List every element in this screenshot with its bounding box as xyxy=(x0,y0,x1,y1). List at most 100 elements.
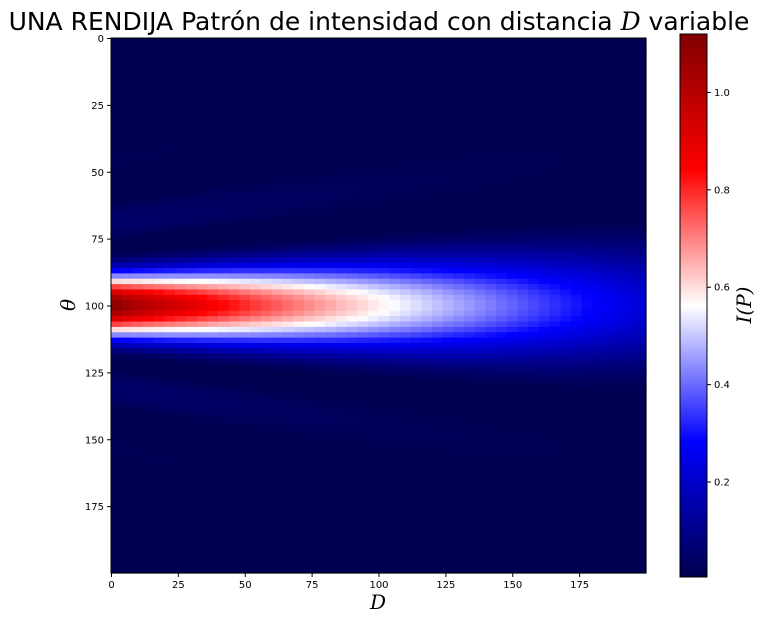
heatmap-cell xyxy=(346,86,358,93)
heatmap-cell xyxy=(399,235,412,242)
heatmap-cell xyxy=(143,562,155,569)
heatmap-cell xyxy=(528,294,540,301)
heatmap-cell xyxy=(485,187,497,194)
heatmap-cell xyxy=(528,43,540,50)
heatmap-cell xyxy=(485,348,497,355)
heatmap-cell xyxy=(517,391,529,398)
heatmap-cell xyxy=(292,86,305,93)
heatmap-cell xyxy=(389,364,401,371)
heatmap-cell xyxy=(421,348,433,355)
heatmap-cell xyxy=(164,326,176,333)
heatmap-cell xyxy=(464,268,476,274)
heatmap-cell xyxy=(250,498,262,505)
heatmap-cell xyxy=(325,353,337,360)
heatmap-cell xyxy=(325,428,337,435)
heatmap-cell xyxy=(271,375,283,381)
heatmap-cell xyxy=(378,161,390,167)
heatmap-cell xyxy=(421,102,433,109)
heatmap-cell xyxy=(185,145,198,151)
heatmap-cell xyxy=(410,540,422,547)
heatmap-cell xyxy=(111,567,123,574)
heatmap-cell xyxy=(571,342,583,349)
heatmap-cell xyxy=(228,423,240,430)
heatmap-cell xyxy=(271,492,283,499)
heatmap-cell xyxy=(603,364,615,371)
heatmap-cell xyxy=(624,91,636,98)
heatmap-cell xyxy=(196,567,208,574)
heatmap-cell xyxy=(185,487,198,494)
heatmap-cell xyxy=(335,316,347,323)
heatmap-cell xyxy=(389,38,401,44)
heatmap-cell xyxy=(271,466,283,472)
heatmap-cell xyxy=(496,86,508,93)
heatmap-cell xyxy=(153,305,166,312)
heatmap-cell xyxy=(421,433,433,440)
heatmap-cell xyxy=(635,96,647,103)
heatmap-cell xyxy=(121,433,133,440)
heatmap-cell xyxy=(196,342,208,349)
heatmap-cell xyxy=(175,482,187,488)
heatmap-cell xyxy=(260,48,273,55)
heatmap-cell xyxy=(250,70,262,77)
heatmap-cell xyxy=(335,86,347,93)
heatmap-cell xyxy=(517,342,529,349)
heatmap-cell xyxy=(271,482,283,488)
heatmap-cell xyxy=(474,359,487,365)
heatmap-cell xyxy=(153,150,166,157)
heatmap-cell xyxy=(453,54,465,60)
heatmap-cell xyxy=(196,177,208,184)
heatmap-cell xyxy=(485,540,497,547)
heatmap-cell xyxy=(389,75,401,82)
heatmap-cell xyxy=(132,203,144,210)
heatmap-cell xyxy=(571,107,583,114)
heatmap-cell xyxy=(560,145,572,151)
heatmap-cell xyxy=(389,359,401,365)
heatmap-cell xyxy=(239,305,251,312)
heatmap-cell xyxy=(367,401,380,408)
heatmap-cell xyxy=(207,300,219,307)
heatmap-cell xyxy=(474,166,487,173)
heatmap-cell xyxy=(603,54,615,60)
heatmap-cell xyxy=(442,530,454,537)
heatmap-cell xyxy=(453,562,465,569)
heatmap-cell xyxy=(260,166,273,173)
heatmap-cell xyxy=(153,112,166,119)
heatmap-cell xyxy=(260,321,273,328)
heatmap-cell xyxy=(517,225,529,232)
heatmap-cell xyxy=(207,123,219,130)
heatmap-cell xyxy=(314,48,326,55)
heatmap-cell xyxy=(581,177,594,184)
heatmap-cell xyxy=(635,102,647,109)
heatmap-cell xyxy=(325,166,337,173)
heatmap-cell xyxy=(260,337,273,344)
heatmap-cell xyxy=(592,546,604,553)
heatmap-cell xyxy=(442,241,454,248)
heatmap-cell xyxy=(410,43,422,50)
heatmap-cell xyxy=(250,460,262,467)
heatmap-cell xyxy=(474,278,487,285)
heatmap-cell xyxy=(517,112,529,119)
heatmap-cell xyxy=(571,375,583,381)
heatmap-cell xyxy=(603,139,615,146)
heatmap-cell xyxy=(260,444,273,451)
heatmap-cell xyxy=(164,567,176,574)
heatmap-cell xyxy=(453,235,465,242)
heatmap-cell xyxy=(432,161,444,167)
heatmap-cell xyxy=(228,492,240,499)
heatmap-cell xyxy=(132,444,144,451)
heatmap-cell xyxy=(560,492,572,499)
heatmap-cell xyxy=(581,326,594,333)
heatmap-cell xyxy=(185,278,198,285)
heatmap-cell xyxy=(581,289,594,296)
heatmap-cell xyxy=(453,342,465,349)
heatmap-cell xyxy=(196,214,208,221)
heatmap-cell xyxy=(303,225,315,232)
heatmap-cell xyxy=(421,514,433,521)
heatmap-cell xyxy=(111,482,123,488)
heatmap-cell xyxy=(506,359,519,365)
heatmap-cell xyxy=(474,155,487,162)
heatmap-cell xyxy=(399,337,412,344)
heatmap-cell xyxy=(367,514,380,521)
heatmap-cell xyxy=(410,246,422,253)
heatmap-cell xyxy=(153,139,166,146)
